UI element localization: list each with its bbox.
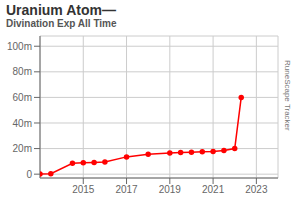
svg-text:2015: 2015 [72, 184, 95, 195]
html-text:Uranium Atom—: Uranium Atom— [6, 2, 116, 18]
html-text:Divination Exp All Time: Divination Exp All Time [6, 18, 117, 29]
svg-text:0: 0 [26, 169, 32, 180]
svg-text:2021: 2021 [202, 184, 225, 195]
html-text:RuneScape Tracker: RuneScape Tracker [283, 60, 292, 131]
svg-text:80m: 80m [13, 66, 32, 77]
svg-text:100m: 100m [8, 41, 32, 52]
svg-text:2023: 2023 [245, 184, 268, 195]
svg-text:2017: 2017 [115, 184, 138, 195]
svg-text:40m: 40m [13, 118, 32, 129]
svg-text:20m: 20m [13, 143, 32, 154]
svg-text:2019: 2019 [159, 184, 182, 195]
svg-text:60m: 60m [13, 92, 32, 103]
